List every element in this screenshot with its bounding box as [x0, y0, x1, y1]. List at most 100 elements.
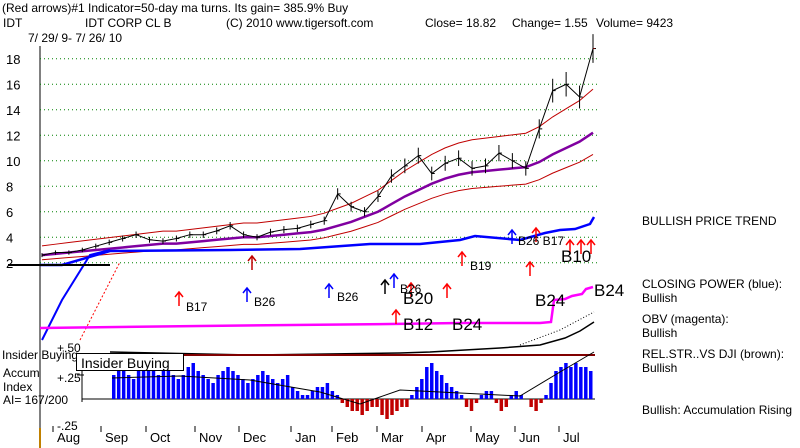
accum-bar: [474, 399, 479, 403]
signal-label-b26b: B26: [337, 290, 359, 304]
closing-power-line: [40, 216, 596, 267]
ma-line: [41, 131, 594, 257]
signal-label-b24b: B24: [535, 291, 565, 310]
arrow-red-dec-head: [247, 254, 257, 262]
accum-bar: [564, 363, 568, 399]
date-range: 7/ 29/ 9- 7/ 26/ 10: [28, 31, 123, 45]
accum-bar: [559, 367, 563, 399]
x-tick-label: Sep: [105, 430, 128, 445]
accum-bar: [126, 375, 131, 399]
accum-bar: [305, 395, 310, 399]
accum-bar: [434, 371, 439, 399]
accum-status: Bullish: Accumulation Rising: [642, 403, 793, 417]
accum-bar: [454, 391, 459, 399]
accum-bar: [256, 375, 260, 399]
accum-bar: [325, 383, 330, 399]
arrow-red3-head: [531, 226, 541, 234]
accum-bar: [191, 363, 195, 399]
signal-label-b26a: B26: [254, 295, 276, 309]
accum-ma-line: [111, 351, 595, 405]
signal-label-b17: B17: [186, 300, 208, 314]
obv-line: [39, 285, 594, 330]
accum-bar: [345, 399, 350, 407]
accum-bar: [554, 371, 558, 399]
accum-bar: [529, 399, 533, 407]
trend-label: BULLISH PRICE TREND: [642, 214, 777, 228]
accum-bar: [574, 363, 578, 399]
accum-bar: [196, 371, 200, 399]
accum-bar: [221, 371, 225, 399]
x-tick-label: Jul: [563, 430, 580, 445]
signal-label-b26c: B26: [400, 282, 422, 296]
accum-bar: [504, 399, 509, 407]
signal-label-b24c: B24: [594, 281, 624, 300]
accum-bar: [241, 379, 245, 399]
signal-label-b24a: B24: [452, 315, 482, 334]
arrow-b26a-head: [242, 286, 252, 294]
accum-bar: [484, 391, 489, 399]
accum-bar: [211, 383, 215, 399]
signal-label-b20: B20: [403, 289, 433, 308]
tick-minus25: -.25: [57, 419, 78, 433]
x-tick-label: Jun: [519, 430, 540, 445]
accum-bar: [469, 399, 474, 411]
accum-bar: [509, 395, 513, 399]
y-tick-label: 16: [6, 77, 20, 92]
tick-plus50: +.50: [57, 341, 81, 355]
arrow-b19-head: [457, 250, 467, 258]
accum-bar: [216, 375, 220, 399]
tick-plus25: +.25: [57, 371, 81, 385]
cp-title: CLOSING POWER (blue):: [642, 277, 783, 291]
accum-bar: [395, 399, 399, 411]
relstr-trend: [519, 311, 595, 346]
signal-label-b12: B12: [403, 315, 433, 334]
signal-label-b10: B10: [561, 247, 591, 266]
red-dotted-line: [79, 261, 121, 341]
accum-bar: [151, 371, 156, 399]
obv-title: OBV (magenta):: [642, 312, 729, 326]
y-tick-label: 10: [6, 154, 20, 169]
x-tick-label: May: [475, 430, 500, 445]
accum-bar: [479, 395, 484, 399]
accum-bar: [499, 399, 504, 411]
accum-bar: [206, 379, 210, 399]
accum-bar: [534, 399, 538, 411]
y-tick-label: 4: [6, 230, 13, 245]
accum-bar: [355, 399, 359, 411]
arrow-b26c-head: [380, 278, 390, 286]
accum-bar: [390, 399, 394, 415]
company-name: IDT CORP CL B: [85, 16, 172, 30]
arrow-red7-head: [525, 260, 535, 268]
accum-bar: [365, 399, 369, 411]
accum-bar: [584, 367, 588, 399]
volume-value: Volume= 9423: [596, 16, 674, 30]
accum-bar: [186, 367, 191, 399]
accum-bar: [375, 399, 379, 407]
x-tick-label: Dec: [243, 430, 267, 445]
accum-bar: [315, 387, 320, 399]
y-tick-label: 14: [6, 103, 20, 118]
x-tick-label: Apr: [426, 430, 447, 445]
arrow-red5-head: [576, 238, 586, 246]
accum-bar: [121, 367, 126, 399]
relstr-title: REL.STR..VS DJI (brown):: [642, 347, 785, 361]
accum-bar: [380, 399, 384, 415]
accum-bar: [539, 399, 543, 403]
cp-rise-line: [41, 249, 111, 341]
y-tick-label: 12: [6, 128, 20, 143]
arrow-b26b-head: [324, 282, 334, 290]
x-tick-label: Mar: [381, 430, 404, 445]
cp-value: Bullish: [642, 291, 678, 305]
ai-label: AI= 167/200: [3, 393, 69, 407]
accum-bar: [310, 391, 315, 399]
accum-label: Accum: [3, 366, 40, 380]
accum-bar: [251, 379, 255, 399]
accum-bar: [444, 383, 449, 399]
accum-bar: [181, 375, 186, 399]
accum-bar: [141, 367, 146, 399]
obv-value: Bullish: [642, 326, 678, 340]
accum-bar: [156, 375, 161, 399]
accum-bar: [415, 387, 419, 399]
accum-bar: [425, 367, 429, 399]
accum-bar: [385, 399, 389, 419]
